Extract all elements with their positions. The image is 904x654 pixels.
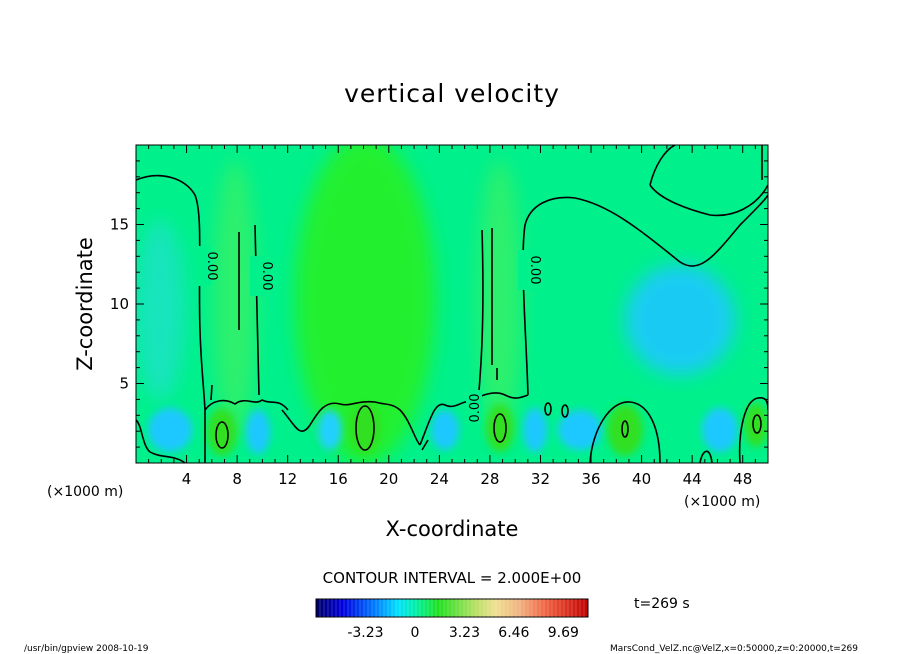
contour-closed (215, 421, 229, 449)
x-tick-label: 36 (581, 470, 600, 488)
x-tick-label: 32 (531, 470, 550, 488)
colorbar-tick-label: -3.23 (347, 625, 383, 641)
contour-segment (254, 224, 260, 396)
downdraft-region (136, 220, 185, 400)
updraft-core (744, 403, 768, 447)
updraft-core (207, 408, 237, 456)
chart-title: vertical velocity (344, 79, 560, 108)
contour-label: 0.00 (204, 252, 219, 281)
plot-area: 0.00 0.00 0.00 0.00 (136, 145, 768, 463)
x-axis-label: X-coordinate (386, 517, 519, 541)
contour-closed (621, 420, 629, 438)
x-axis-unit-left: (×1000 m) (47, 484, 123, 500)
updraft-region (295, 145, 435, 463)
colorbar-gradient (315, 598, 589, 618)
y-axis-label: Z-coordinate (73, 237, 97, 371)
x-tick-label: 16 (329, 470, 348, 488)
x-tick-label: 24 (430, 470, 449, 488)
zero-contour (699, 450, 713, 463)
downdraft-region (318, 410, 342, 450)
zero-contour (281, 400, 421, 446)
updraft-core (486, 404, 514, 452)
contour-closed (752, 414, 762, 434)
x-axis-unit-right: (×1000 m) (684, 494, 760, 510)
colorbar-ticks: -3.23 0 3.23 6.46 9.69 (347, 625, 579, 641)
x-tick-label: 48 (733, 470, 752, 488)
downdraft-region (702, 408, 738, 452)
x-tick-label: 20 (379, 470, 398, 488)
x-tick-label: 40 (632, 470, 651, 488)
x-tick-label: 44 (683, 470, 702, 488)
x-tick-label: 28 (480, 470, 499, 488)
time-label: t=269 s (634, 596, 690, 612)
updraft-region (478, 160, 522, 440)
footer-right: MarsCond_VelZ.nc@VelZ,x=0:50000,z=0:2000… (610, 644, 858, 654)
updraft-core (607, 404, 643, 456)
contour-interval: CONTOUR INTERVAL = 2.000E+00 (323, 569, 582, 587)
colorbar-tick-label: 0 (410, 625, 419, 641)
x-axis-ticks: 4 8 12 16 20 24 28 32 36 40 44 48 (148, 145, 756, 488)
x-tick-label: 12 (278, 470, 297, 488)
y-tick-label: 15 (110, 216, 129, 234)
contour-closed (355, 405, 375, 451)
x-tick-label: 4 (182, 470, 192, 488)
colorbar-stripes (319, 599, 585, 617)
zero-contour (204, 399, 289, 411)
contour-label: 0.00 (468, 394, 483, 423)
colorbar-tick-label: 9.69 (548, 625, 579, 641)
downdraft-region (246, 410, 270, 454)
y-tick-label: 5 (119, 375, 129, 393)
contour-label: 0.00 (259, 262, 274, 291)
zero-contour (649, 145, 676, 186)
downdraft-region (523, 408, 547, 452)
downdraft-region (625, 265, 735, 375)
contour-closed (561, 404, 569, 418)
downdraft-region (148, 408, 192, 452)
contour-closed (544, 402, 552, 416)
velocity-shading (136, 145, 768, 463)
contour-segment (421, 439, 429, 451)
footer-left: /usr/bin/gpview 2008-10-19 (24, 644, 149, 654)
y-axis-ticks: 5 10 15 (110, 160, 768, 448)
y-tick-label: 10 (110, 295, 129, 313)
downdraft-region (558, 410, 602, 450)
zero-contour (589, 401, 661, 463)
updraft-region (213, 160, 257, 440)
x-tick-label: 8 (232, 470, 242, 488)
updraft-core (349, 402, 381, 454)
colorbar-tick-label: 3.23 (449, 625, 480, 641)
contour-label: 0.00 (527, 256, 542, 285)
contour-closed (493, 413, 507, 443)
downdraft-region (431, 410, 459, 450)
colorbar-tick-label: 6.46 (498, 625, 529, 641)
zero-contour (136, 419, 186, 463)
zero-contour (419, 400, 471, 446)
contour-label-group: 0.00 0.00 0.00 0.00 (195, 246, 542, 426)
zero-contour (738, 397, 768, 463)
contour-segment (210, 384, 213, 401)
colorbar: -3.23 0 3.23 6.46 9.69 (315, 598, 589, 641)
zero-contour (649, 184, 768, 217)
